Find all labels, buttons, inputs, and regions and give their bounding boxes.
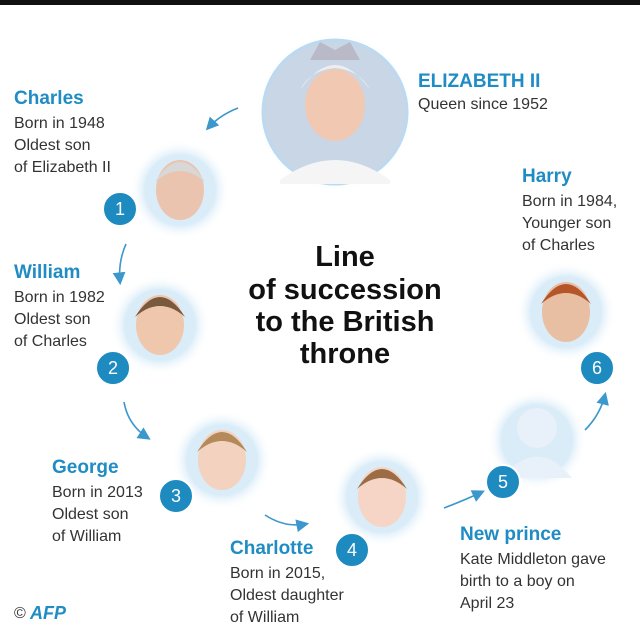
rank-badge: [334, 532, 370, 568]
rank-number: 3: [171, 486, 181, 506]
member-description: Born in 2015,: [230, 565, 325, 582]
silhouette-head: [517, 408, 557, 448]
arrow: [264, 514, 310, 533]
rank-number: 6: [592, 358, 602, 378]
afp-logo: AFP: [29, 603, 67, 623]
hair: [135, 297, 185, 317]
member-description: Born in 1982: [14, 289, 105, 306]
face: [156, 160, 204, 220]
queen-name: ELIZABETH II: [418, 71, 540, 92]
rank-number: 1: [115, 199, 125, 219]
hair: [300, 65, 370, 90]
member-description: Born in 1984,: [522, 193, 617, 210]
face: [198, 430, 246, 490]
silhouette-body: [502, 456, 572, 478]
top-bar: [0, 0, 640, 5]
member-description: of Charles: [14, 333, 87, 350]
member-name: Charlotte: [230, 538, 313, 559]
title-line: to the British: [256, 306, 435, 338]
member-name: New prince: [460, 524, 561, 545]
members: 1 Charles Born in 1948 Oldest son of Elizabe…: [14, 88, 617, 626]
face: [136, 295, 184, 355]
face: [305, 69, 365, 141]
hair: [197, 432, 247, 452]
member-description: Born in 1948: [14, 115, 105, 132]
title-line: of succession: [248, 274, 441, 306]
member-description: of William: [52, 528, 121, 545]
member-description: Oldest son: [14, 311, 90, 328]
member-name: William: [14, 262, 80, 283]
hair: [155, 162, 205, 182]
member: 3 George Born in 2013 Oldest son of William: [52, 410, 272, 545]
hair: [357, 469, 407, 489]
member-description: Born in 2013: [52, 484, 143, 501]
face: [542, 282, 590, 342]
rank-number: 5: [498, 472, 508, 492]
rank-number: 2: [108, 358, 118, 378]
member-description: of William: [230, 609, 299, 626]
member-name: George: [52, 457, 119, 478]
member-description: Younger son: [522, 215, 611, 232]
member-description: of Charles: [522, 237, 595, 254]
member: 5 New prince Kate Middleton gave birth to a…: [460, 390, 606, 612]
rank-badge: [102, 191, 138, 227]
member-name: Harry: [522, 166, 572, 187]
queen-description: Queen since 1952: [418, 96, 548, 113]
member-description: of Elizabeth II: [14, 159, 111, 176]
member-description: Oldest daughter: [230, 587, 345, 604]
member: 6 Harry Born in 1984, Younger son of Charles: [516, 166, 617, 386]
dress: [280, 160, 390, 184]
copyright: ©: [14, 605, 26, 622]
face: [358, 467, 406, 527]
hair: [541, 284, 591, 304]
rank-badge: [95, 350, 131, 386]
arrow: [584, 391, 609, 431]
arrow: [205, 107, 239, 131]
rank-badge: [158, 478, 194, 514]
title-line: Line: [315, 241, 375, 273]
member: 2 William Born in 1982 Oldest son of Charles: [14, 262, 210, 386]
arrow: [443, 490, 485, 509]
member: 1 Charles Born in 1948 Oldest son of Elizabe…: [14, 88, 230, 240]
arrow: [112, 243, 127, 286]
rank-badge: [485, 464, 521, 500]
member-description: Oldest son: [52, 506, 128, 523]
member-description: April 23: [460, 595, 514, 612]
member-description: Oldest son: [14, 137, 90, 154]
rank-badge: [579, 350, 615, 386]
member-name: Charles: [14, 88, 84, 109]
tiara: [310, 42, 360, 60]
rank-number: 4: [347, 540, 357, 560]
arrow: [123, 401, 151, 440]
member-description: birth to a boy on: [460, 573, 575, 590]
member-description: Kate Middleton gave: [460, 551, 606, 568]
member: 4 Charlotte Born in 2015, Oldest daughter of…: [230, 447, 432, 626]
title-line: throne: [300, 338, 390, 370]
